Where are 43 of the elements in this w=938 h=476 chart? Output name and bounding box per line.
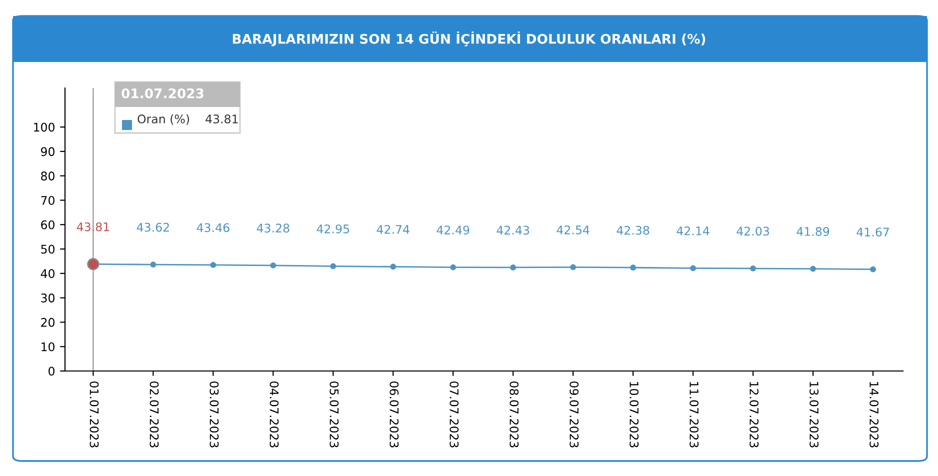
x-tick-label: 08.07.2023 <box>510 382 519 448</box>
data-label: 43.28 <box>256 224 290 233</box>
y-tick-label: 100 <box>34 122 54 132</box>
data-label: 43.62 <box>136 222 169 232</box>
y-tick-label: 90 <box>41 147 54 156</box>
x-tick-label: 14.07.2023 <box>870 382 879 448</box>
y-tick-label: 20 <box>41 318 54 327</box>
legend-label: Oran (%) <box>138 114 190 125</box>
data-label: 42.03 <box>736 226 769 236</box>
data-label: 43.46 <box>196 223 230 232</box>
data-label: 42.74 <box>376 224 410 234</box>
legend-title: 01.07.2023 <box>122 88 204 98</box>
data-label: 43.81 <box>76 222 109 232</box>
data-label: 42.49 <box>436 226 470 234</box>
data-label: 41.67 <box>856 228 889 236</box>
x-tick-label: 05.07.2023 <box>330 382 339 448</box>
y-tick-label: 80 <box>41 172 54 180</box>
x-tick-label: 11.07.2023 <box>690 382 699 448</box>
x-tick-label: 09.07.2023 <box>570 382 579 448</box>
data-label: 42.43 <box>496 226 530 235</box>
x-tick-label: 03.07.2023 <box>210 382 219 448</box>
y-tick-label: 40 <box>40 269 54 278</box>
x-tick-label: 12.07.2023 <box>750 382 759 448</box>
data-label: 42.95 <box>316 224 350 234</box>
y-tick-label: 10 <box>42 342 54 352</box>
y-tick-label: 70 <box>41 196 54 205</box>
data-label: 42.54 <box>556 225 590 234</box>
annotation: 43.81 <box>206 114 238 124</box>
y-tick-label: 50 <box>41 244 54 254</box>
x-tick-label: 06.07.2023 <box>390 382 399 448</box>
x-tick-label: 04.07.2023 <box>270 382 279 448</box>
x-tick-label: 02.07.2023 <box>150 382 159 448</box>
x-tick-label: 13.07.2023 <box>810 382 819 448</box>
y-tick-label: 30 <box>41 294 54 302</box>
data-label: 42.38 <box>616 226 650 235</box>
chart-title: BARAJLARIMIZIN SON 14 GÜN İÇİNDEKİ DOLULUK ORANLARI (%) <box>232 31 706 46</box>
y-tick-label: 60 <box>41 220 54 230</box>
data-label: 41.89 <box>796 227 830 236</box>
x-tick-label: 10.07.2023 <box>630 382 639 448</box>
x-tick-label: 01.07.2023 <box>90 382 99 448</box>
data-label: 42.14 <box>676 226 710 236</box>
y-tick-label: 0 <box>48 366 54 376</box>
x-tick-label: 07.07.2023 <box>450 382 459 448</box>
